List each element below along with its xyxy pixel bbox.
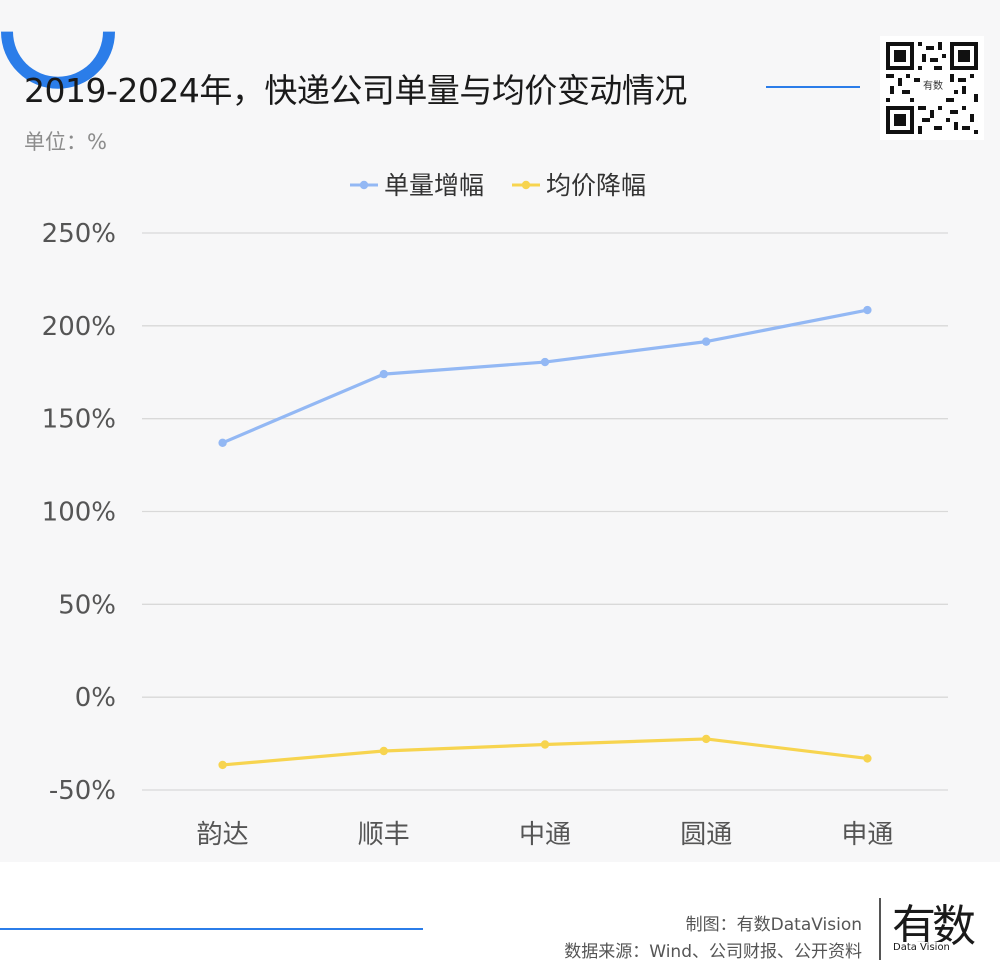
x-tick-label: 中通	[519, 820, 571, 850]
data-source-credit: 数据来源：Wind、公司财报、公开资料	[564, 942, 862, 962]
x-tick-label: 圆通	[680, 820, 732, 850]
legend-item[interactable]: 均价降幅	[512, 171, 646, 200]
data-point[interactable]	[863, 305, 872, 315]
data-point[interactable]	[540, 357, 550, 367]
legend-swatch-marker	[521, 180, 531, 190]
y-tick-label: 250%	[42, 219, 116, 249]
data-point[interactable]	[702, 337, 711, 346]
data-point[interactable]	[702, 734, 711, 744]
x-tick-label: 韵达	[197, 820, 249, 850]
logo-divider	[879, 898, 881, 960]
data-point[interactable]	[540, 740, 550, 749]
x-tick-label: 顺丰	[358, 820, 410, 850]
y-tick-label: 200%	[42, 312, 116, 342]
legend-label: 单量增幅	[384, 171, 484, 200]
series-group	[218, 305, 872, 770]
chart-maker-credit: 制图：有数DataVision	[685, 915, 862, 935]
series-price	[218, 734, 872, 770]
y-tick-label: 150%	[42, 405, 116, 435]
footer-divider	[0, 928, 423, 930]
y-axis-ticks: 250% 200% 150% 100% 50% 0% -50%	[42, 219, 116, 806]
legend-label: 均价降幅	[546, 171, 646, 200]
brand-logo-subtitle: Data Vision	[891, 942, 952, 953]
data-point[interactable]	[863, 754, 872, 763]
y-tick-label: 50%	[58, 590, 116, 620]
legend: 单量增幅 均价降幅	[350, 171, 646, 200]
y-tick-label: -50%	[49, 776, 116, 806]
title-divider	[766, 86, 860, 88]
legend-swatch-marker	[359, 180, 369, 190]
chart-title: 2019-2024年，快递公司单量与均价变动情况	[24, 71, 687, 110]
data-point[interactable]	[218, 438, 227, 448]
series-volume	[218, 305, 872, 448]
legend-item[interactable]: 单量增幅	[350, 171, 484, 200]
y-tick-label: 0%	[75, 683, 116, 713]
x-axis-ticks: 韵达 顺丰 中通 圆通 申通	[197, 820, 894, 850]
qr-code: 有数	[880, 36, 984, 140]
y-tick-label: 100%	[42, 498, 116, 528]
footer	[0, 862, 1000, 969]
qr-logo-label: 有数	[920, 78, 946, 96]
line-chart: 单量增幅 均价降幅 250% 200% 150% 100% 50% 0% -50% 韵达 顺丰 中…	[42, 171, 948, 850]
data-point[interactable]	[379, 746, 388, 756]
x-tick-label: 申通	[841, 820, 893, 850]
unit-label: 单位：%	[24, 130, 107, 154]
data-point[interactable]	[218, 760, 227, 770]
series-line	[221, 308, 868, 445]
data-point[interactable]	[379, 369, 388, 379]
